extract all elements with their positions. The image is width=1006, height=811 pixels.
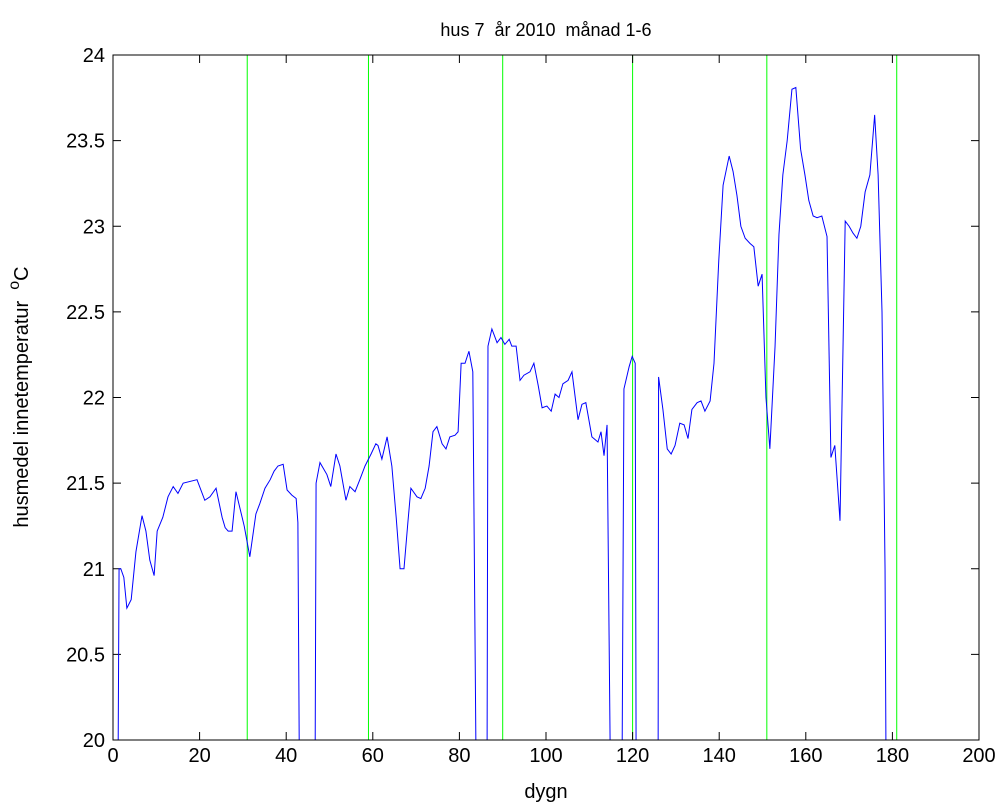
x-tick-label: 60 [362, 745, 384, 767]
y-tick-label: 22.5 [66, 302, 105, 324]
y-axis-label: husmedel innetemperatur oC [6, 266, 33, 527]
y-tick-label: 21 [83, 559, 105, 581]
x-tick-label: 20 [188, 745, 210, 767]
y-axis-label-text: husmedel innetemperatur [11, 290, 33, 528]
temperature-line [117, 86, 887, 740]
y-tick-label: 24 [83, 45, 105, 67]
x-tick-label: 160 [789, 745, 822, 767]
y-axis-label-superscript: o [6, 281, 23, 290]
y-tick-label: 22 [83, 388, 105, 410]
x-tick-label: 180 [876, 745, 909, 767]
y-axis-label-unit: C [11, 266, 33, 280]
x-axis-label: dygn [524, 781, 567, 803]
x-tick-label: 0 [107, 745, 118, 767]
y-tick-label: 23.5 [66, 131, 105, 153]
y-tick-label: 21.5 [66, 473, 105, 495]
axes-box [112, 54, 980, 741]
chart-title: hus 7 år 2010 månad 1-6 [440, 20, 651, 40]
y-tick-label: 23 [83, 216, 105, 238]
x-tick-label: 80 [448, 745, 470, 767]
y-tick-label: 20 [83, 730, 105, 752]
x-tick-label: 100 [529, 745, 562, 767]
y-tick-label: 20.5 [66, 644, 105, 666]
x-tick-label: 200 [962, 745, 995, 767]
x-tick-label: 140 [703, 745, 736, 767]
x-tick-label: 120 [616, 745, 649, 767]
x-tick-label: 40 [275, 745, 297, 767]
